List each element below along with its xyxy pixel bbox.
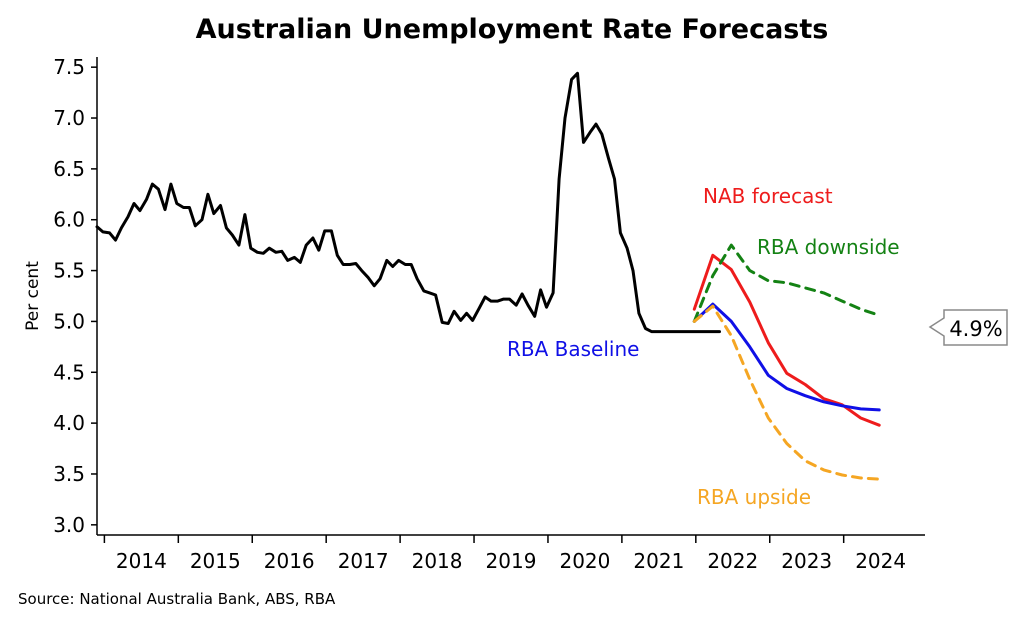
source-note: Source: National Australia Bank, ABS, RB… xyxy=(18,590,336,608)
rba-baseline-label: RBA Baseline xyxy=(507,337,639,361)
axes xyxy=(96,57,925,536)
series-lines xyxy=(95,71,881,481)
series-line-nab xyxy=(692,253,881,427)
callout-box: 4.9% xyxy=(928,309,1008,346)
y-tick-label: 7.5 xyxy=(53,55,85,79)
y-ticks: 3.0 3.5 4.0 4.5 5.0 5.5 6.0 6.5 7.0 7.5 xyxy=(53,55,97,537)
series-line-downside xyxy=(692,243,881,323)
y-tick-label: 5.5 xyxy=(53,259,85,283)
x-tick-label: 2014 xyxy=(116,549,167,573)
nab-forecast-label: NAB forecast xyxy=(703,184,833,208)
x-tick-label: 2024 xyxy=(855,549,906,573)
y-tick-label: 7.0 xyxy=(53,106,85,130)
y-tick-label: 6.5 xyxy=(53,157,85,181)
y-tick-label: 6.0 xyxy=(53,208,85,232)
y-tick-label: 5.0 xyxy=(53,309,85,333)
x-tick-label: 2020 xyxy=(559,549,610,573)
x-tick-label: 2019 xyxy=(486,549,537,573)
x-tick-label: 2023 xyxy=(781,549,832,573)
x-tick-label: 2017 xyxy=(338,549,389,573)
x-ticks: 2014 2015 2016 2017 2018 2019 2020 2021 2022 2023… xyxy=(103,535,906,573)
callout-value: 4.9% xyxy=(949,317,1002,341)
chart-title: Australian Unemployment Rate Forecasts xyxy=(195,14,829,45)
rba-upside-label: RBA upside xyxy=(697,485,811,509)
y-axis-label: Per cent xyxy=(23,261,43,331)
x-tick-label: 2015 xyxy=(190,549,241,573)
y-tick-label: 4.0 xyxy=(53,411,85,435)
series-line-upside xyxy=(692,304,881,481)
series-line-actual xyxy=(95,71,721,334)
x-tick-label: 2022 xyxy=(707,549,758,573)
series-line-baseline xyxy=(692,302,881,412)
rba-downside-label: RBA downside xyxy=(757,235,900,259)
y-tick-label: 3.0 xyxy=(53,513,85,537)
y-tick-label: 4.5 xyxy=(53,360,85,384)
x-tick-label: 2018 xyxy=(412,549,463,573)
y-tick-label: 3.5 xyxy=(53,462,85,486)
x-tick-label: 2021 xyxy=(633,549,684,573)
x-tick-label: 2016 xyxy=(264,549,315,573)
